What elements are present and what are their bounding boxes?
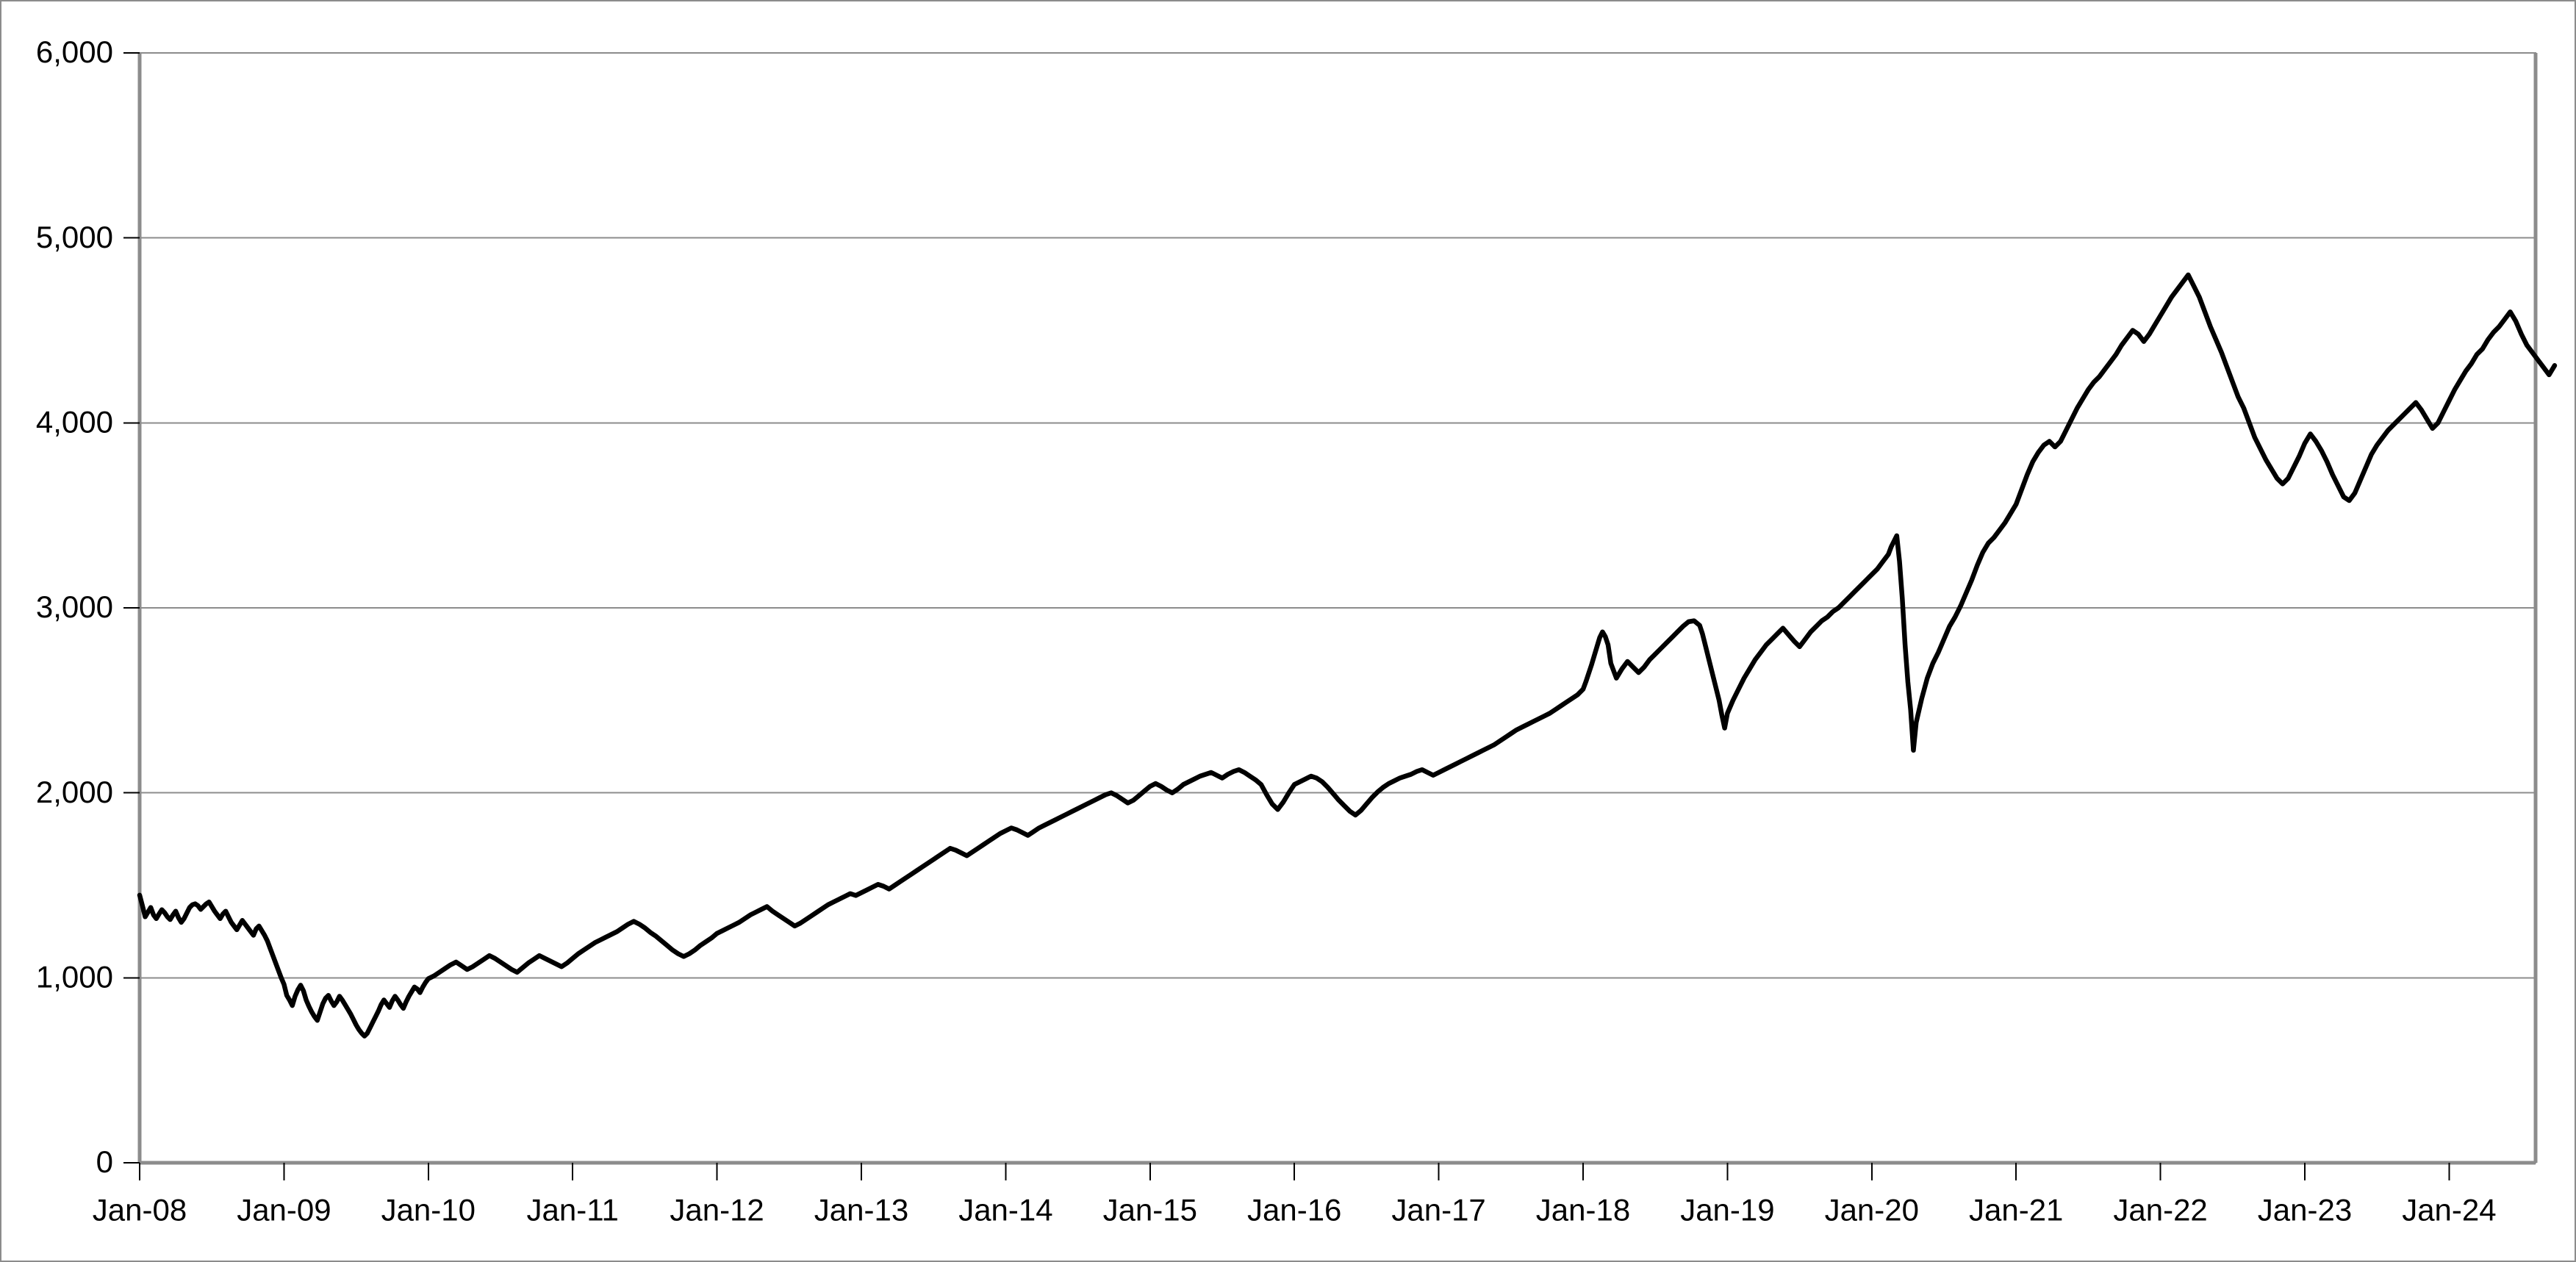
x-tick-label: Jan-08 [93, 1192, 187, 1227]
x-tick-label: Jan-17 [1391, 1192, 1485, 1227]
x-tick-label: Jan-12 [670, 1192, 764, 1227]
x-tick-label: Jan-24 [2402, 1192, 2496, 1227]
y-tick-label: 6,000 [36, 35, 113, 69]
y-tick-label: 1,000 [36, 959, 113, 994]
x-tick-label: Jan-21 [1969, 1192, 2063, 1227]
gridlines-group [140, 52, 2536, 979]
x-tick-label: Jan-20 [1825, 1192, 1919, 1227]
y-tick-label: 2,000 [36, 775, 113, 809]
x-tick-label: Jan-16 [1247, 1192, 1341, 1227]
y-tick-label: 5,000 [36, 220, 113, 254]
x-tick-label: Jan-09 [237, 1192, 331, 1227]
y-tick-label: 3,000 [36, 589, 113, 624]
x-tick-label: Jan-18 [1536, 1192, 1630, 1227]
y-tick-label: 0 [96, 1144, 113, 1179]
x-tick-label: Jan-22 [2113, 1192, 2207, 1227]
y-tickmarks-group [123, 52, 140, 1164]
x-tick-label: Jan-11 [527, 1192, 619, 1227]
x-axis-labels-group: Jan-08 Jan-09 Jan-10 Jan-11 Jan-12 Jan-13 Jan-… [93, 1192, 2497, 1227]
x-tick-label: Jan-19 [1680, 1192, 1774, 1227]
data-series-group [137, 272, 2558, 1039]
x-tick-label: Jan-14 [958, 1192, 1052, 1227]
x-tick-label: Jan-13 [814, 1192, 908, 1227]
series-line-0 [137, 272, 2558, 1039]
x-tick-label: Jan-15 [1103, 1192, 1197, 1227]
x-tick-label: Jan-10 [381, 1192, 476, 1227]
x-tick-label: Jan-23 [2258, 1192, 2352, 1227]
x-tickmarks-group [139, 1163, 2450, 1180]
y-axis-labels-group: 0 1,000 2,000 3,000 4,000 5,000 6,000 [36, 35, 113, 1179]
y-tick-label: 4,000 [36, 404, 113, 439]
